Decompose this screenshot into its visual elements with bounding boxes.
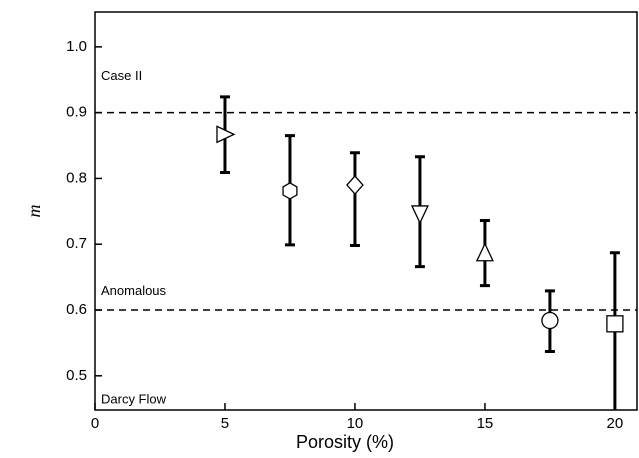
annotation: Case II (101, 68, 142, 83)
y-tick-label: 0.8 (66, 169, 87, 186)
error-bar (609, 251, 620, 410)
marker (282, 182, 298, 200)
x-tick-label: 20 (607, 415, 624, 432)
x-axis-label: Porosity (%) (296, 432, 394, 452)
x-tick-label: 0 (91, 415, 99, 432)
x-tick-label: 15 (477, 415, 494, 432)
marker (410, 205, 429, 225)
y-tick-label: 0.5 (66, 367, 87, 384)
marker (216, 125, 236, 144)
y-tick-label: 0.7 (66, 235, 87, 252)
y-tick-label: 0.9 (66, 104, 87, 121)
marker (475, 242, 494, 262)
annotation: Darcy Flow (101, 392, 167, 407)
x-tick-label: 5 (221, 415, 229, 432)
marker (541, 311, 559, 330)
marker (606, 315, 624, 333)
marker (346, 175, 364, 195)
plot-frame (94, 11, 638, 411)
y-tick-label: 0.6 (66, 301, 87, 318)
y-tick-label: 1.0 (66, 38, 87, 55)
y-axis-label: m (24, 205, 44, 218)
x-tick-label: 10 (347, 415, 364, 432)
error-bar (349, 151, 360, 248)
data-layer (216, 95, 624, 410)
annotation: Anomalous (101, 283, 167, 298)
